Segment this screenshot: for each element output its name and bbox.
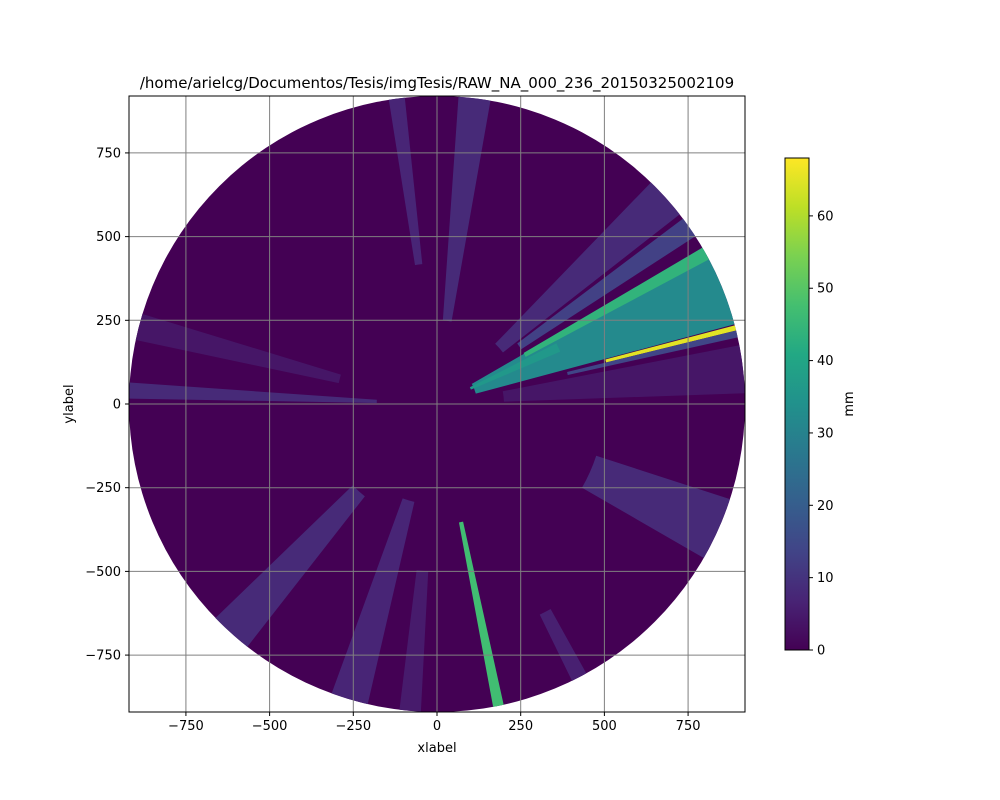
plot-area: −750 −500 −250 0 250 500 750 −750 −500 −250 0 250 5… <box>85 95 746 734</box>
echo-peak-streak <box>605 325 737 363</box>
echo-south-streak <box>458 521 504 707</box>
echo-s-faint <box>399 570 429 712</box>
colorbar-tick-label: 0 <box>817 644 825 659</box>
x-axis-label: xlabel <box>417 741 456 756</box>
y-ticks: −750 −500 −250 0 250 500 750 <box>85 146 129 664</box>
echo-main-echo-core <box>469 343 561 390</box>
echo-se-small <box>539 608 587 681</box>
y-tick-label: −500 <box>85 565 121 580</box>
y-tick-label: −250 <box>85 481 121 496</box>
grid-lines <box>129 96 745 712</box>
echo-ese-faint <box>581 455 730 558</box>
colorbar-tick-label: 50 <box>817 282 834 297</box>
x-tick-label: 750 <box>676 719 701 734</box>
echo-wnw-faint <box>135 313 341 384</box>
echo-e-faint <box>502 345 745 402</box>
echo-near-peak <box>567 330 738 376</box>
x-tick-label: 500 <box>592 719 617 734</box>
echo-ssw-faint <box>331 498 415 705</box>
y-tick-label: −750 <box>85 649 121 664</box>
colorbar-tick-label: 40 <box>817 354 834 369</box>
echo-north-faint-2 <box>388 97 423 266</box>
echo-main-echo-edge <box>523 247 709 357</box>
echo-ne-faint-2 <box>495 182 680 353</box>
colorbar-label: mm <box>842 391 857 416</box>
x-tick-label: 0 <box>433 719 441 734</box>
x-ticks: −750 −500 −250 0 250 500 750 <box>168 712 701 734</box>
colorbar-tick-label: 60 <box>817 209 834 224</box>
y-tick-label: 500 <box>96 230 121 245</box>
echo-ne-faint-1 <box>517 218 696 350</box>
echo-sw-faint <box>215 485 365 647</box>
colorbar-ticks: 0 10 20 30 40 50 60 <box>809 209 834 659</box>
colorbar-tick-label: 20 <box>817 499 834 514</box>
colorbar-tick-label: 30 <box>817 426 834 441</box>
echo-west-streak <box>129 382 377 403</box>
x-tick-label: −250 <box>335 719 371 734</box>
x-tick-label: −500 <box>252 719 288 734</box>
y-tick-label: 750 <box>96 146 121 161</box>
y-tick-label: 0 <box>113 398 121 413</box>
x-tick-label: 250 <box>508 719 533 734</box>
colorbar-gradient <box>784 157 810 651</box>
y-tick-label: 250 <box>96 314 121 329</box>
colorbar: 0 10 20 30 40 50 60 mm <box>784 157 857 659</box>
chart-title: /home/arielcg/Documentos/Tesis/imgTesis/… <box>140 74 734 93</box>
y-axis-label: ylabel <box>62 384 77 423</box>
colorbar-tick-label: 10 <box>817 571 834 586</box>
x-tick-label: −750 <box>168 719 204 734</box>
